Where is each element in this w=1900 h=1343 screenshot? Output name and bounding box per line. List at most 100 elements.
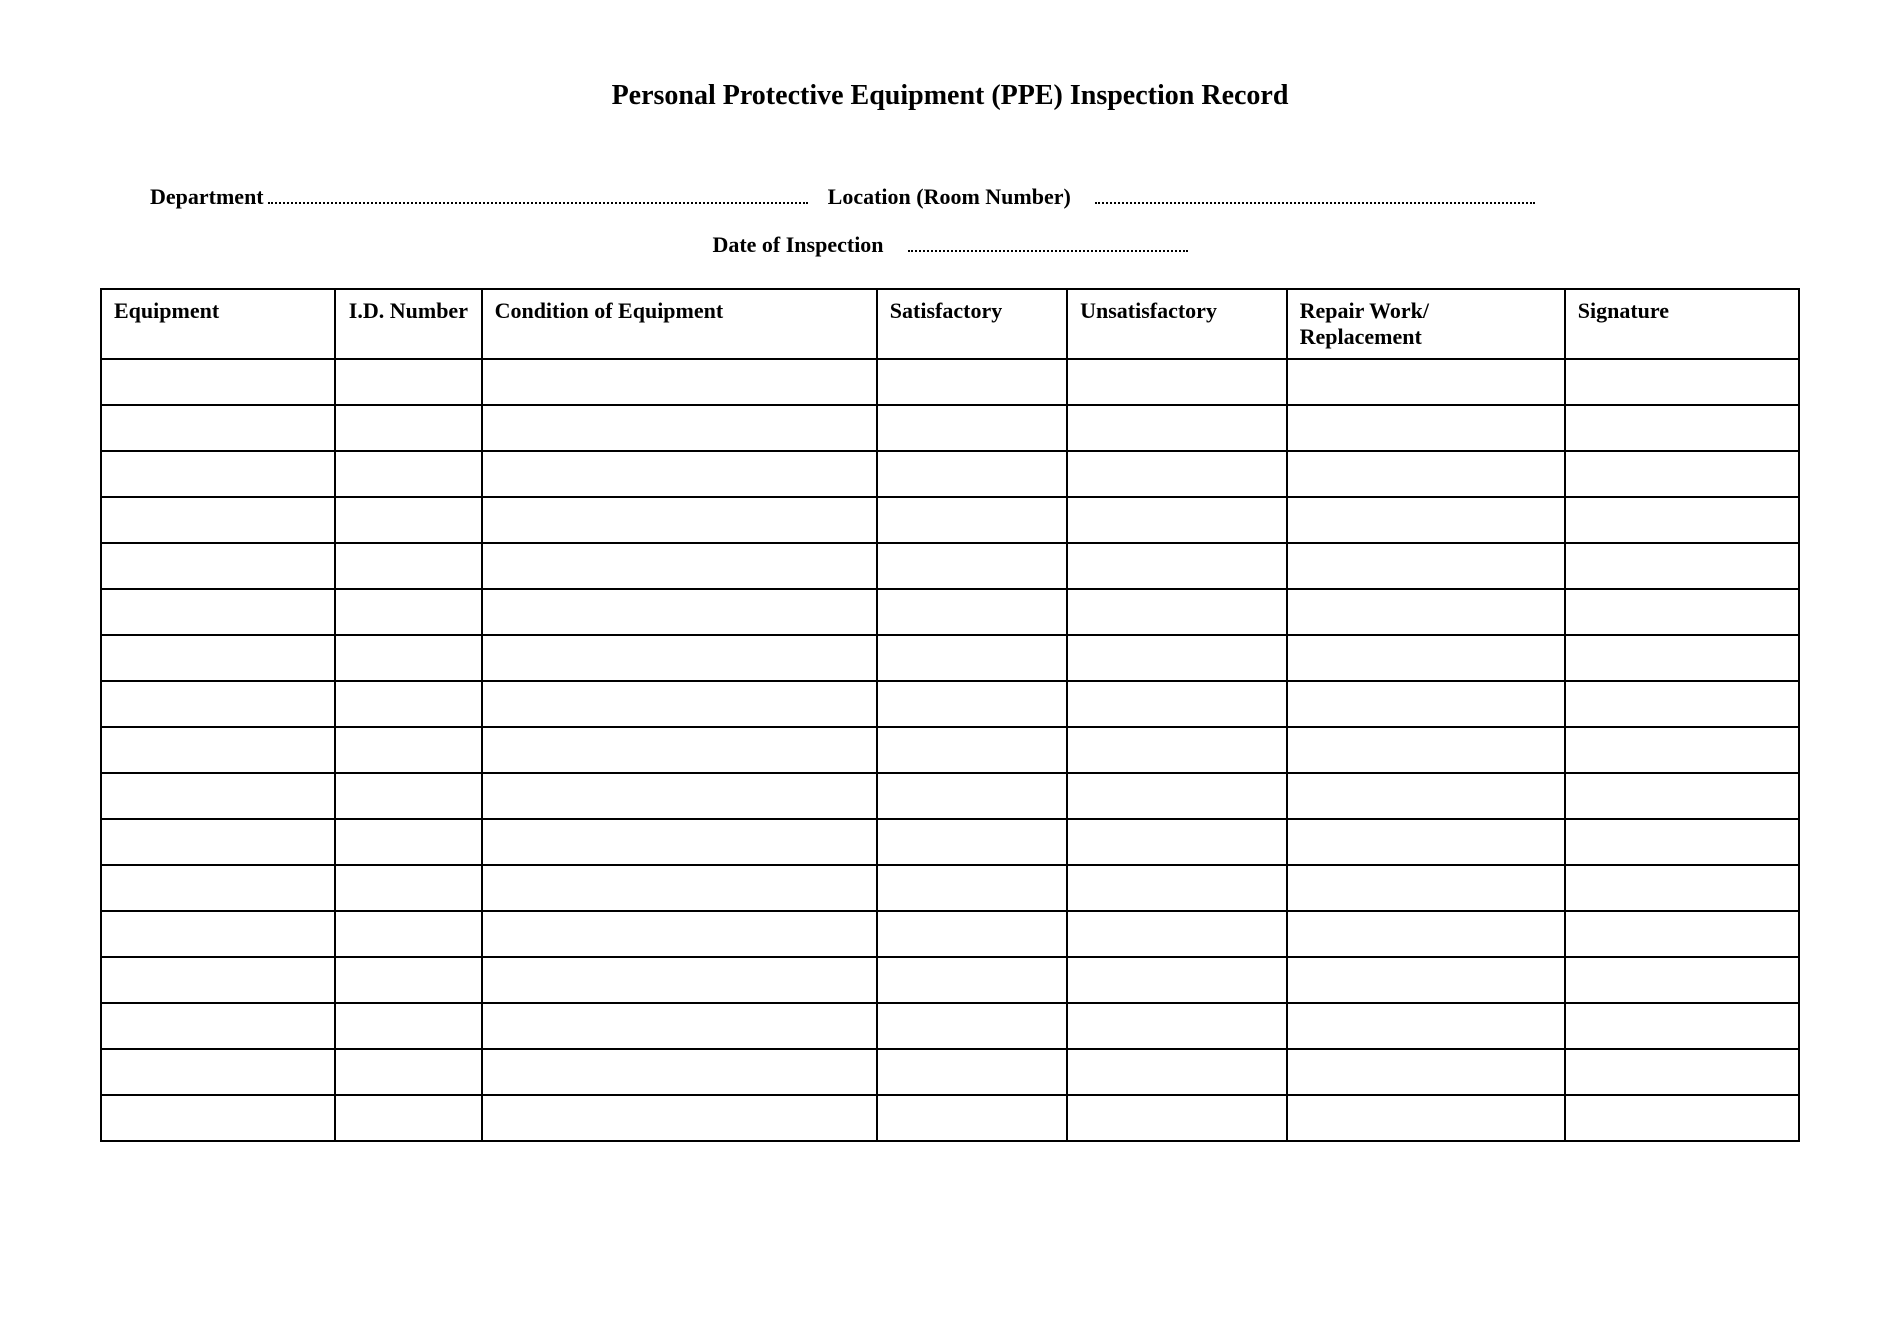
table-cell-equipment[interactable]: [101, 497, 335, 543]
table-cell-id_number[interactable]: [335, 819, 481, 865]
table-cell-condition[interactable]: [482, 635, 877, 681]
table-cell-equipment[interactable]: [101, 727, 335, 773]
table-cell-unsatisfactory[interactable]: [1067, 1003, 1287, 1049]
table-cell-signature[interactable]: [1565, 359, 1799, 405]
table-cell-equipment[interactable]: [101, 543, 335, 589]
table-cell-signature[interactable]: [1565, 497, 1799, 543]
table-cell-signature[interactable]: [1565, 681, 1799, 727]
table-cell-id_number[interactable]: [335, 911, 481, 957]
table-cell-condition[interactable]: [482, 865, 877, 911]
table-cell-equipment[interactable]: [101, 1095, 335, 1141]
table-cell-repair[interactable]: [1287, 497, 1565, 543]
table-cell-repair[interactable]: [1287, 359, 1565, 405]
table-cell-repair[interactable]: [1287, 865, 1565, 911]
table-cell-signature[interactable]: [1565, 1049, 1799, 1095]
table-cell-unsatisfactory[interactable]: [1067, 1095, 1287, 1141]
table-cell-satisfactory[interactable]: [877, 497, 1067, 543]
table-cell-id_number[interactable]: [335, 1003, 481, 1049]
table-cell-equipment[interactable]: [101, 1049, 335, 1095]
table-cell-satisfactory[interactable]: [877, 865, 1067, 911]
table-cell-satisfactory[interactable]: [877, 635, 1067, 681]
table-cell-repair[interactable]: [1287, 405, 1565, 451]
table-cell-repair[interactable]: [1287, 543, 1565, 589]
table-cell-condition[interactable]: [482, 1095, 877, 1141]
table-cell-signature[interactable]: [1565, 635, 1799, 681]
table-cell-condition[interactable]: [482, 1049, 877, 1095]
table-cell-condition[interactable]: [482, 451, 877, 497]
table-cell-id_number[interactable]: [335, 1049, 481, 1095]
table-cell-repair[interactable]: [1287, 1095, 1565, 1141]
table-cell-equipment[interactable]: [101, 589, 335, 635]
table-cell-unsatisfactory[interactable]: [1067, 359, 1287, 405]
table-cell-repair[interactable]: [1287, 635, 1565, 681]
table-cell-signature[interactable]: [1565, 957, 1799, 1003]
table-cell-signature[interactable]: [1565, 589, 1799, 635]
table-cell-unsatisfactory[interactable]: [1067, 865, 1287, 911]
table-cell-condition[interactable]: [482, 681, 877, 727]
table-cell-condition[interactable]: [482, 819, 877, 865]
table-cell-unsatisfactory[interactable]: [1067, 405, 1287, 451]
table-cell-condition[interactable]: [482, 543, 877, 589]
table-cell-condition[interactable]: [482, 1003, 877, 1049]
table-cell-repair[interactable]: [1287, 727, 1565, 773]
table-cell-unsatisfactory[interactable]: [1067, 497, 1287, 543]
table-cell-repair[interactable]: [1287, 911, 1565, 957]
table-cell-condition[interactable]: [482, 911, 877, 957]
table-cell-satisfactory[interactable]: [877, 1049, 1067, 1095]
table-cell-condition[interactable]: [482, 405, 877, 451]
table-cell-id_number[interactable]: [335, 359, 481, 405]
table-cell-signature[interactable]: [1565, 819, 1799, 865]
table-cell-id_number[interactable]: [335, 865, 481, 911]
date-input-line[interactable]: [908, 230, 1188, 252]
table-cell-condition[interactable]: [482, 359, 877, 405]
table-cell-equipment[interactable]: [101, 359, 335, 405]
table-cell-id_number[interactable]: [335, 727, 481, 773]
table-cell-equipment[interactable]: [101, 635, 335, 681]
table-cell-satisfactory[interactable]: [877, 957, 1067, 1003]
table-cell-unsatisfactory[interactable]: [1067, 957, 1287, 1003]
table-cell-satisfactory[interactable]: [877, 911, 1067, 957]
table-cell-id_number[interactable]: [335, 635, 481, 681]
department-input-line[interactable]: [268, 182, 808, 204]
table-cell-equipment[interactable]: [101, 681, 335, 727]
table-cell-signature[interactable]: [1565, 543, 1799, 589]
table-cell-repair[interactable]: [1287, 957, 1565, 1003]
table-cell-satisfactory[interactable]: [877, 819, 1067, 865]
table-cell-repair[interactable]: [1287, 1003, 1565, 1049]
table-cell-id_number[interactable]: [335, 1095, 481, 1141]
table-cell-unsatisfactory[interactable]: [1067, 911, 1287, 957]
table-cell-id_number[interactable]: [335, 497, 481, 543]
table-cell-unsatisfactory[interactable]: [1067, 543, 1287, 589]
table-cell-satisfactory[interactable]: [877, 681, 1067, 727]
table-cell-satisfactory[interactable]: [877, 1095, 1067, 1141]
table-cell-repair[interactable]: [1287, 589, 1565, 635]
table-cell-condition[interactable]: [482, 773, 877, 819]
table-cell-unsatisfactory[interactable]: [1067, 819, 1287, 865]
table-cell-repair[interactable]: [1287, 1049, 1565, 1095]
table-cell-equipment[interactable]: [101, 773, 335, 819]
table-cell-signature[interactable]: [1565, 773, 1799, 819]
table-cell-id_number[interactable]: [335, 405, 481, 451]
table-cell-unsatisfactory[interactable]: [1067, 635, 1287, 681]
table-cell-signature[interactable]: [1565, 911, 1799, 957]
table-cell-equipment[interactable]: [101, 865, 335, 911]
table-cell-satisfactory[interactable]: [877, 727, 1067, 773]
table-cell-id_number[interactable]: [335, 451, 481, 497]
table-cell-equipment[interactable]: [101, 957, 335, 1003]
table-cell-unsatisfactory[interactable]: [1067, 1049, 1287, 1095]
table-cell-satisfactory[interactable]: [877, 1003, 1067, 1049]
table-cell-id_number[interactable]: [335, 773, 481, 819]
table-cell-signature[interactable]: [1565, 865, 1799, 911]
table-cell-equipment[interactable]: [101, 1003, 335, 1049]
table-cell-signature[interactable]: [1565, 727, 1799, 773]
table-cell-condition[interactable]: [482, 957, 877, 1003]
table-cell-unsatisfactory[interactable]: [1067, 589, 1287, 635]
table-cell-signature[interactable]: [1565, 1095, 1799, 1141]
table-cell-signature[interactable]: [1565, 451, 1799, 497]
table-cell-signature[interactable]: [1565, 1003, 1799, 1049]
table-cell-unsatisfactory[interactable]: [1067, 773, 1287, 819]
table-cell-satisfactory[interactable]: [877, 773, 1067, 819]
table-cell-id_number[interactable]: [335, 681, 481, 727]
table-cell-satisfactory[interactable]: [877, 543, 1067, 589]
table-cell-unsatisfactory[interactable]: [1067, 681, 1287, 727]
